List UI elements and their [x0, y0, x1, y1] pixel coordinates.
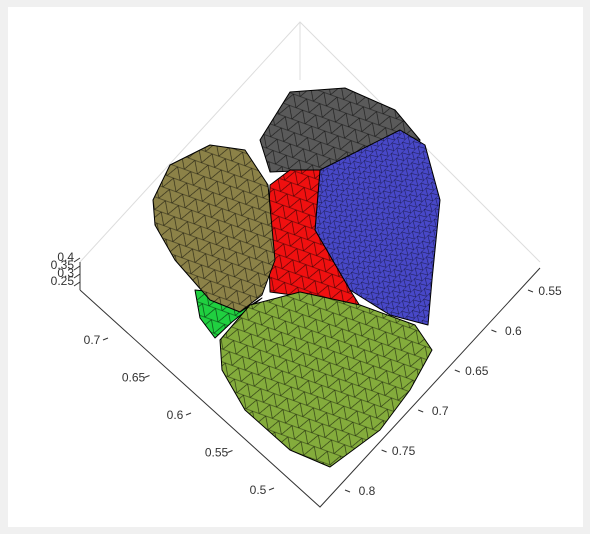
- axes-box: [79, 21, 541, 263]
- x-tick: [491, 329, 497, 333]
- mesh-wire: [195, 290, 262, 338]
- x-tick-label: 0.8: [359, 484, 376, 498]
- bodies: [152, 87, 441, 468]
- y-tick-label: 0.7: [84, 333, 101, 347]
- y-tick: [144, 375, 150, 378]
- x-tick-label: 0.6: [505, 324, 522, 338]
- x-tick: [381, 449, 387, 453]
- y-tick-label: 0.6: [167, 408, 184, 422]
- x-tick-label: 0.7: [432, 404, 449, 418]
- x-tick: [454, 369, 460, 373]
- z-tick: [73, 273, 81, 279]
- mesh-wire: [315, 130, 440, 325]
- y-tick-label: 0.55: [205, 446, 229, 460]
- z-tick-label: 0.25: [51, 274, 75, 288]
- y-tick-label: 0.65: [122, 371, 146, 385]
- z-tick-label: 0.4: [57, 250, 74, 264]
- y-tick: [185, 412, 192, 416]
- x-tick-label: 0.75: [392, 444, 416, 458]
- z-tick: [73, 281, 81, 287]
- z-tick-label: 0.35: [51, 258, 75, 272]
- y-tick-label: 0.5: [250, 483, 267, 497]
- y-tick: [102, 337, 109, 341]
- z-tick-label: 0.3: [57, 266, 74, 280]
- y-tick: [268, 487, 275, 491]
- x-tick: [527, 289, 534, 293]
- mesh-wire: [220, 292, 432, 467]
- x-tick: [344, 489, 351, 493]
- axes: [79, 262, 541, 508]
- mesh-wire: [268, 170, 360, 306]
- x-tick-label: 0.55: [538, 284, 562, 298]
- y-tick: [227, 450, 233, 453]
- x-tick: [418, 409, 424, 413]
- z-tick: [73, 257, 81, 263]
- x-tick-label: 0.65: [465, 364, 489, 378]
- mesh-wire: [153, 145, 275, 312]
- z-tick: [73, 265, 81, 271]
